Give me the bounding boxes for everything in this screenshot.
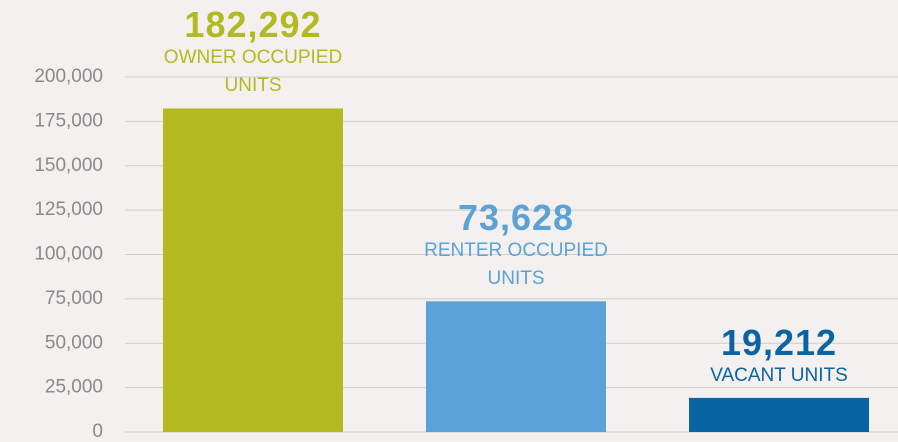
bar (426, 301, 606, 432)
bar-label: 19,212 VACANT UNITS (664, 321, 894, 390)
bar-label: 182,292 OWNER OCCUPIED UNITS (138, 6, 368, 100)
category-label: VACANT UNITS (710, 364, 848, 386)
y-tick-label: 0 (92, 421, 103, 442)
value-label: 73,628 (457, 197, 575, 239)
bar (163, 108, 343, 432)
y-tick-label: 75,000 (45, 288, 103, 309)
y-tick-label: 175,000 (34, 110, 103, 131)
y-tick-label: 100,000 (34, 244, 103, 265)
value-label: 182,292 (184, 4, 322, 46)
y-tick-label: 150,000 (34, 155, 103, 176)
value-label: 19,212 (720, 321, 838, 363)
bar (689, 397, 869, 432)
category-label: OWNER OCCUPIED UNITS (163, 47, 343, 97)
y-tick-label: 50,000 (45, 332, 103, 353)
y-tick-label: 25,000 (45, 377, 103, 398)
y-tick-label: 200,000 (34, 66, 103, 87)
bar-label: 73,628 RENTER OCCUPIED UNITS (401, 199, 631, 293)
category-label: RENTER OCCUPIED UNITS (424, 240, 608, 290)
y-tick-label: 125,000 (34, 199, 103, 220)
